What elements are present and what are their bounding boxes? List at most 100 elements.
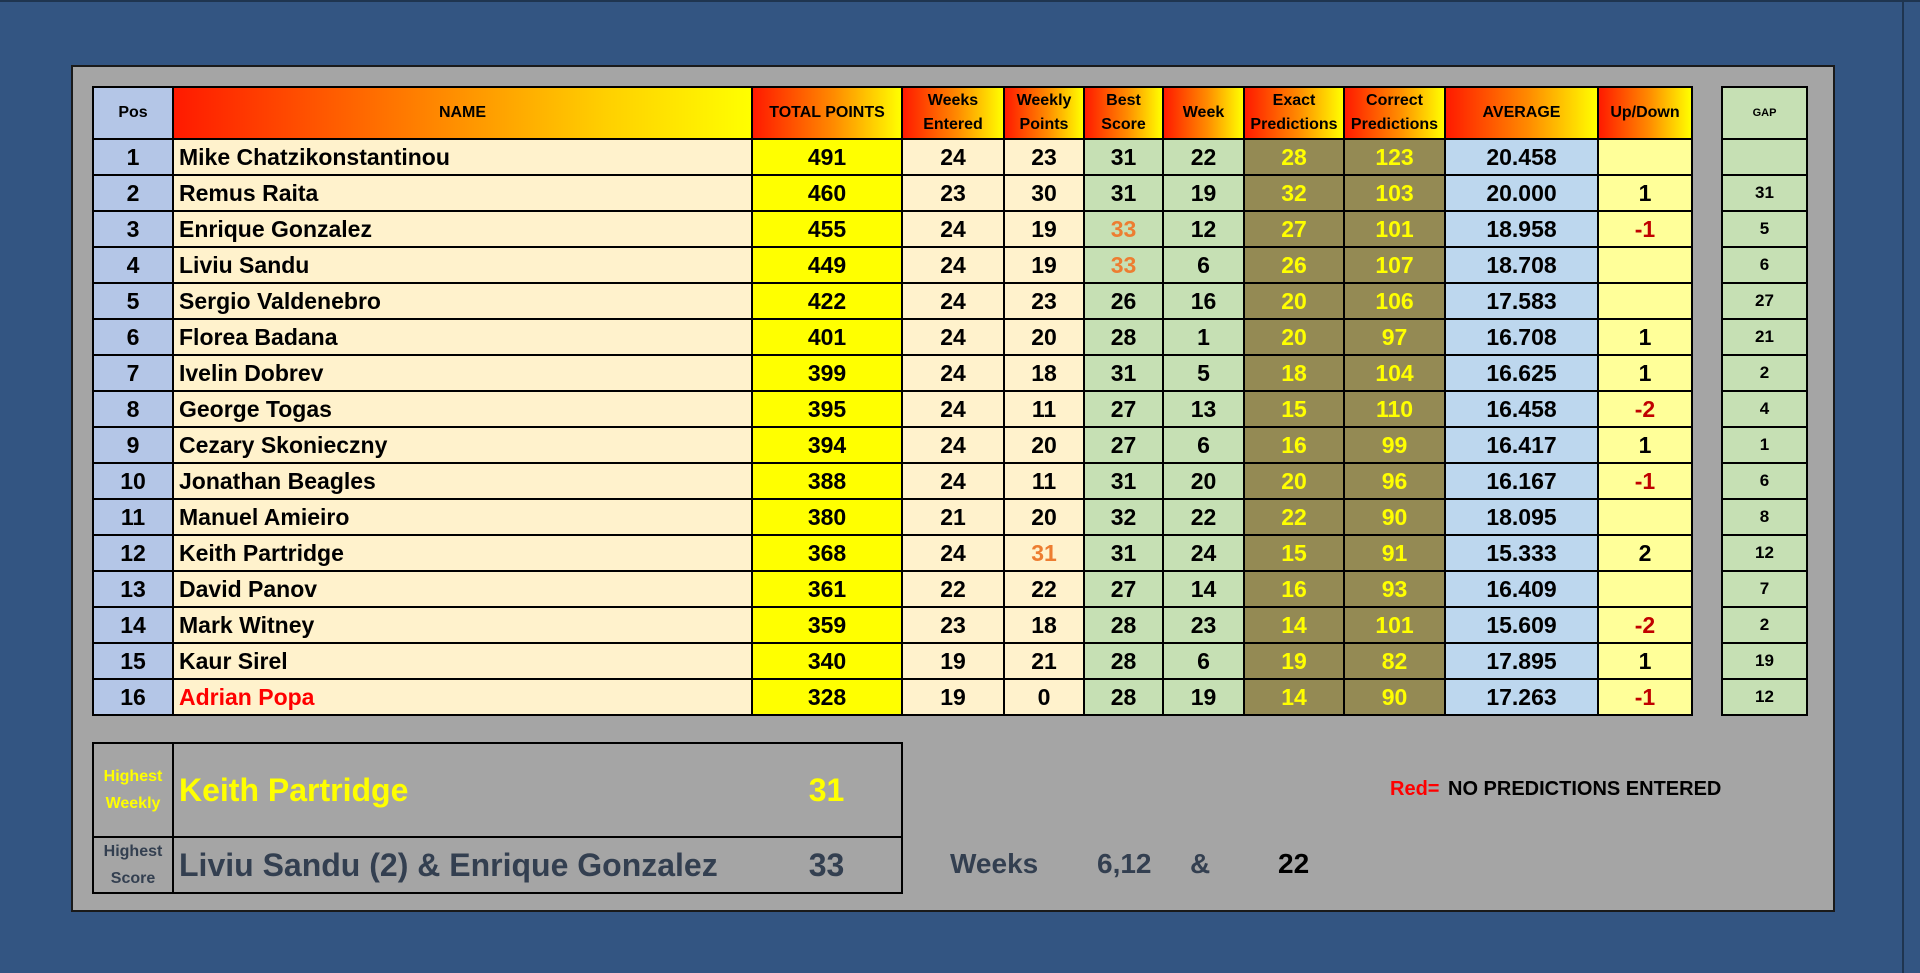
cell-weekly-points[interactable]: 19	[1003, 246, 1085, 284]
cell-week[interactable]: 12	[1162, 210, 1245, 248]
cell-exact-predictions[interactable]: 22	[1243, 498, 1345, 536]
cell-total-points[interactable]: 455	[751, 210, 903, 248]
cell-weekly-points[interactable]: 30	[1003, 174, 1085, 212]
cell-exact-predictions[interactable]: 18	[1243, 354, 1345, 392]
cell-total-points[interactable]: 491	[751, 138, 903, 176]
cell-weekly-points[interactable]: 18	[1003, 354, 1085, 392]
cell-total-points[interactable]: 460	[751, 174, 903, 212]
cell-best-score[interactable]: 27	[1083, 426, 1164, 464]
cell-gap[interactable]: 19	[1721, 642, 1808, 680]
cell-weeks-entered[interactable]: 21	[901, 498, 1005, 536]
cell-total-points[interactable]: 401	[751, 318, 903, 356]
cell-average[interactable]: 17.263	[1444, 678, 1599, 716]
header-total-points[interactable]: TOTAL POINTS	[751, 86, 903, 140]
cell-best-score[interactable]: 28	[1083, 678, 1164, 716]
cell-best-score[interactable]: 27	[1083, 570, 1164, 608]
cell-correct-predictions[interactable]: 101	[1343, 606, 1446, 644]
cell-week[interactable]: 6	[1162, 426, 1245, 464]
cell-exact-predictions[interactable]: 28	[1243, 138, 1345, 176]
cell-pos[interactable]: 16	[92, 678, 174, 716]
cell-weeks-entered[interactable]: 24	[901, 534, 1005, 572]
cell-pos[interactable]: 1	[92, 138, 174, 176]
cell-average[interactable]: 18.095	[1444, 498, 1599, 536]
cell-pos[interactable]: 2	[92, 174, 174, 212]
cell-gap[interactable]: 7	[1721, 570, 1808, 608]
header-weeks-entered[interactable]: Weeks Entered	[901, 86, 1005, 140]
cell-weekly-points[interactable]: 0	[1003, 678, 1085, 716]
cell-gap[interactable]: 12	[1721, 534, 1808, 572]
cell-pos[interactable]: 15	[92, 642, 174, 680]
cell-up-down[interactable]: -1	[1597, 678, 1693, 716]
cell-average[interactable]: 15.609	[1444, 606, 1599, 644]
cell-week[interactable]: 20	[1162, 462, 1245, 500]
cell-best-score[interactable]: 33	[1083, 210, 1164, 248]
cell-gap[interactable]: 31	[1721, 174, 1808, 212]
cell-up-down[interactable]: -2	[1597, 390, 1693, 428]
cell-average[interactable]: 16.458	[1444, 390, 1599, 428]
cell-name[interactable]: Sergio Valdenebro	[172, 282, 753, 320]
cell-pos[interactable]: 5	[92, 282, 174, 320]
cell-up-down[interactable]: 1	[1597, 174, 1693, 212]
cell-name[interactable]: George Togas	[172, 390, 753, 428]
cell-name[interactable]: Keith Partridge	[172, 534, 753, 572]
cell-best-score[interactable]: 28	[1083, 642, 1164, 680]
cell-name[interactable]: Remus Raita	[172, 174, 753, 212]
cell-total-points[interactable]: 361	[751, 570, 903, 608]
cell-pos[interactable]: 3	[92, 210, 174, 248]
cell-name[interactable]: Florea Badana	[172, 318, 753, 356]
cell-average[interactable]: 15.333	[1444, 534, 1599, 572]
cell-week[interactable]: 5	[1162, 354, 1245, 392]
cell-name[interactable]: David Panov	[172, 570, 753, 608]
cell-correct-predictions[interactable]: 101	[1343, 210, 1446, 248]
cell-exact-predictions[interactable]: 32	[1243, 174, 1345, 212]
cell-weekly-points[interactable]: 21	[1003, 642, 1085, 680]
cell-gap[interactable]: 6	[1721, 246, 1808, 284]
cell-up-down[interactable]: 1	[1597, 354, 1693, 392]
cell-week[interactable]: 19	[1162, 678, 1245, 716]
cell-total-points[interactable]: 395	[751, 390, 903, 428]
cell-average[interactable]: 20.458	[1444, 138, 1599, 176]
cell-best-score[interactable]: 28	[1083, 606, 1164, 644]
cell-exact-predictions[interactable]: 15	[1243, 390, 1345, 428]
cell-name[interactable]: Ivelin Dobrev	[172, 354, 753, 392]
header-gap[interactable]: GAP	[1721, 86, 1808, 140]
cell-pos[interactable]: 8	[92, 390, 174, 428]
cell-correct-predictions[interactable]: 104	[1343, 354, 1446, 392]
cell-gap[interactable]	[1721, 138, 1808, 176]
cell-total-points[interactable]: 340	[751, 642, 903, 680]
cell-average[interactable]: 16.167	[1444, 462, 1599, 500]
cell-exact-predictions[interactable]: 15	[1243, 534, 1345, 572]
cell-best-score[interactable]: 31	[1083, 138, 1164, 176]
cell-week[interactable]: 13	[1162, 390, 1245, 428]
cell-week[interactable]: 16	[1162, 282, 1245, 320]
cell-gap[interactable]: 21	[1721, 318, 1808, 356]
cell-up-down[interactable]: 1	[1597, 642, 1693, 680]
cell-best-score[interactable]: 26	[1083, 282, 1164, 320]
cell-gap[interactable]: 2	[1721, 354, 1808, 392]
cell-exact-predictions[interactable]: 27	[1243, 210, 1345, 248]
cell-name[interactable]: Adrian Popa	[172, 678, 753, 716]
cell-total-points[interactable]: 368	[751, 534, 903, 572]
cell-week[interactable]: 22	[1162, 498, 1245, 536]
cell-exact-predictions[interactable]: 14	[1243, 606, 1345, 644]
cell-correct-predictions[interactable]: 96	[1343, 462, 1446, 500]
cell-correct-predictions[interactable]: 99	[1343, 426, 1446, 464]
cell-weekly-points[interactable]: 23	[1003, 138, 1085, 176]
cell-average[interactable]: 16.417	[1444, 426, 1599, 464]
cell-week[interactable]: 23	[1162, 606, 1245, 644]
cell-correct-predictions[interactable]: 82	[1343, 642, 1446, 680]
cell-average[interactable]: 16.409	[1444, 570, 1599, 608]
cell-pos[interactable]: 9	[92, 426, 174, 464]
cell-pos[interactable]: 13	[92, 570, 174, 608]
cell-week[interactable]: 6	[1162, 642, 1245, 680]
header-exact-predictions[interactable]: Exact Predictions	[1243, 86, 1345, 140]
cell-correct-predictions[interactable]: 90	[1343, 498, 1446, 536]
cell-exact-predictions[interactable]: 16	[1243, 570, 1345, 608]
cell-weeks-entered[interactable]: 23	[901, 174, 1005, 212]
cell-week[interactable]: 19	[1162, 174, 1245, 212]
cell-week[interactable]: 6	[1162, 246, 1245, 284]
cell-average[interactable]: 18.958	[1444, 210, 1599, 248]
cell-exact-predictions[interactable]: 26	[1243, 246, 1345, 284]
cell-pos[interactable]: 10	[92, 462, 174, 500]
cell-average[interactable]: 17.583	[1444, 282, 1599, 320]
